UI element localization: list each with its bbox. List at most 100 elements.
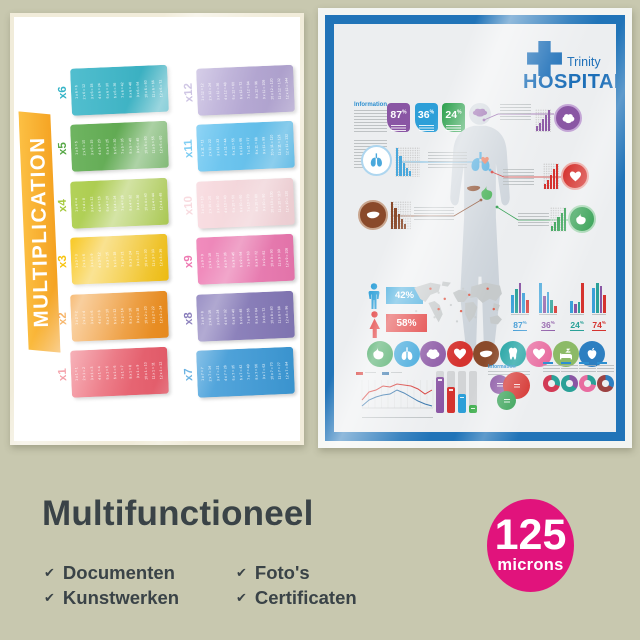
equation-row: 12 x 3 = 36 [159,248,164,267]
donut-chart [561,362,578,392]
grouped-bar-charts: 87% 36% 24% 74% [511,279,613,331]
column-chart-bar [447,371,455,413]
column-chart-bar [469,371,477,413]
medical-icon [393,341,420,367]
times-table-label: x6 [56,85,70,100]
page-title: Multifunctioneel [42,494,314,533]
brain-icon [554,104,582,132]
times-table-label: x10 [182,195,196,216]
times-table-label: x11 [182,139,196,159]
callout-mini-bar-chart [390,201,411,230]
times-table-body: 1 x 12 = 12 2 x 12 = 24 3 x 12 = 36 4 x 12 … [196,64,295,116]
feature-item: ✔ Certificaten [236,585,357,610]
callout-mini-bar-chart [550,207,567,232]
check-icon: ✔ [236,589,247,605]
equation-row: 12 x 12 = 144 [285,77,290,100]
feature-list-col1: ✔ Documenten ✔ Kunstwerken [44,560,179,610]
multiplication-title: MULTIPLICATION [25,136,53,328]
bar-group-label: 74% [592,320,606,331]
times-table-label: x8 [182,311,196,325]
donut-chart [543,362,560,392]
times-table-label: x12 [182,82,196,103]
bar-group-label: 36% [541,320,555,331]
feature-item: ✔ Foto's [236,560,357,585]
bar-group-label: 24% [570,320,584,331]
times-table-label: x9 [182,255,196,269]
feature-label: Foto's [254,561,310,583]
equation-row: 12 x 9 = 108 [285,247,290,268]
stomach-icon [568,205,596,233]
times-table-label: x2 [56,311,70,325]
callout-mini-bar-chart [535,109,551,132]
times-table-label: x7 [182,367,196,382]
equation-row: 12 x 5 = 60 [159,136,164,154]
feature-label: Kunstwerken [62,586,180,608]
equation-row: 12 x 7 = 84 [285,361,290,380]
feature-item: ✔ Documenten [44,560,179,585]
medical-icon [367,341,393,367]
times-table-label: x1 [56,367,70,382]
poster-blue-frame: Trinity HOSPITAL Information 87% 36% [325,15,625,441]
times-table-label: x3 [56,255,70,269]
multiplication-title-ribbon: MULTIPLICATION [18,111,60,354]
bar-group: 24% [570,283,585,331]
callout-mini-bar-chart [395,147,420,177]
equation-row: 12 x 2 = 24 [159,305,164,323]
liver-icon [358,200,388,230]
times-table-body: 1 x 11 = 11 2 x 11 = 22 3 x 11 = 33 4 x 11 … [196,121,295,173]
column-chart-bar [436,371,444,413]
line-chart [356,372,436,420]
callout-text [428,152,467,169]
badge-unit: microns [497,555,564,574]
equation-row: 12 x 4 = 48 [159,192,164,211]
bar-group: 74% [592,283,607,331]
medical-icon [446,341,473,367]
column-chart [436,371,477,413]
world-map [408,278,506,330]
bar-group: 87% [511,283,529,331]
feature-list-col2: ✔ Foto's ✔ Certificaten [236,560,357,610]
heart-icon [561,162,589,190]
medical-icon [420,341,446,367]
donut-charts [543,362,614,392]
callout-text [503,169,534,186]
feature-item: ✔ Kunstwerken [44,585,179,610]
check-icon: ✔ [236,564,247,580]
hospital-infographic-poster: Trinity HOSPITAL Information 87% 36% [318,8,632,448]
bar-group: 36% [539,283,557,331]
callout-text [414,207,454,221]
times-table-label: x4 [56,198,70,213]
times-table-card: x11 1 x 11 = 11 2 x 11 = 22 3 x 11 = 33 4 x… [182,121,295,173]
callout-mini-bar-chart [543,163,559,190]
feature-label: Certificaten [254,586,357,608]
bar-group-label: 87% [513,320,527,331]
times-table-label: x5 [56,142,70,156]
thickness-badge: 125 microns [487,499,574,592]
donut-chart [579,362,596,392]
equation-row: 12 x 11 = 132 [285,134,290,156]
equation-row: 12 x 6 = 72 [159,79,164,98]
column-chart-bar [458,371,466,413]
equation-row: 12 x 10 = 120 [285,190,290,212]
badge-value: 125 [494,511,567,560]
female-icon [366,311,383,339]
callout-text [518,213,549,228]
